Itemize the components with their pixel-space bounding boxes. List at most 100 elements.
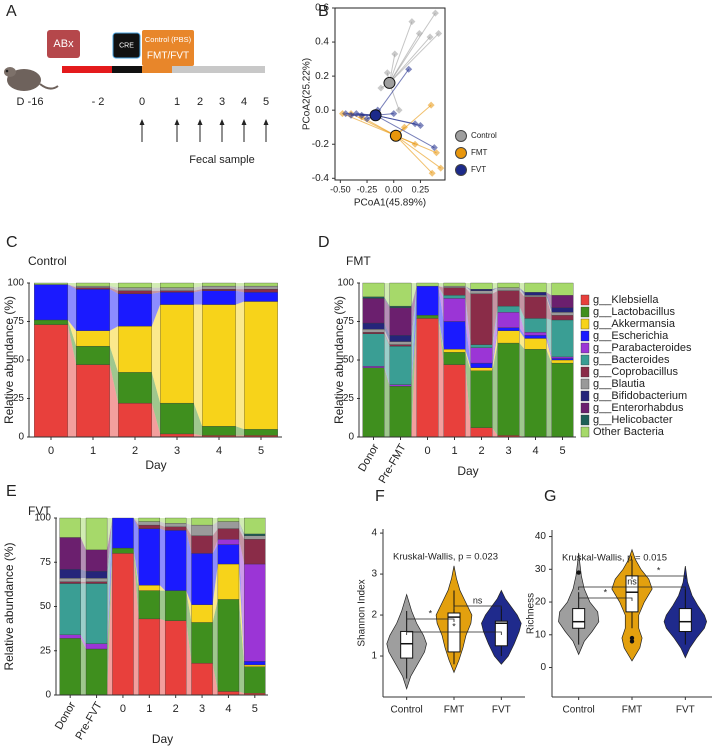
legend-label: Other Bacteria <box>593 426 665 438</box>
flow-band <box>212 599 218 692</box>
flow-band <box>465 295 471 348</box>
bar-segment <box>164 590 187 621</box>
y-tick-label: 10 <box>535 629 547 640</box>
x-axis-label: Day <box>152 732 173 746</box>
bar-segment <box>85 648 108 696</box>
y-tick-label: 30 <box>535 564 547 575</box>
bar-segment <box>164 620 187 696</box>
bar-segment <box>217 528 240 540</box>
bar-segment <box>191 517 213 526</box>
y-tick-label: 50 <box>40 601 52 612</box>
bar-segment <box>362 329 385 333</box>
flow-band <box>519 312 525 336</box>
flow-band <box>133 548 139 619</box>
flow-band <box>519 327 525 339</box>
bar-segment <box>59 569 81 579</box>
bar-segment <box>244 563 266 662</box>
bar-segment <box>76 289 110 331</box>
bar-segment <box>217 599 240 692</box>
bar-segment <box>59 638 81 696</box>
point <box>430 144 438 152</box>
bar-segment <box>244 539 266 565</box>
flow-band <box>80 578 87 582</box>
bar-segment <box>59 583 81 635</box>
bar-segment <box>470 427 493 438</box>
flow-band <box>80 518 87 550</box>
flow-band <box>107 518 113 649</box>
legend-swatch <box>580 306 590 318</box>
flow-band <box>67 283 77 287</box>
x-tick-label: 5 <box>252 703 258 715</box>
panel-letter: E <box>6 483 17 500</box>
flow-band <box>67 319 77 365</box>
point <box>427 101 435 109</box>
bar-segment <box>362 298 385 324</box>
bracket <box>578 597 633 601</box>
flow-band <box>411 286 417 387</box>
flow-band <box>67 284 77 331</box>
flow-band <box>238 599 245 694</box>
day-label: 3 <box>219 96 225 108</box>
flow-band <box>151 283 161 288</box>
bar-segment <box>34 284 68 321</box>
legend-swatch <box>580 318 590 330</box>
bar-segment <box>524 338 547 350</box>
bar-segment <box>160 287 194 291</box>
bar-segment <box>524 295 547 298</box>
bar-segment <box>244 666 266 694</box>
flow-band <box>151 290 161 294</box>
flow-band <box>151 372 161 434</box>
day-label: D -16 <box>17 96 44 108</box>
flow-band <box>546 349 552 437</box>
flow-band <box>133 518 139 522</box>
y-tick-label: 50 <box>343 355 355 366</box>
bar-segment <box>138 521 161 526</box>
bar-segment <box>389 386 412 438</box>
bar-segment <box>202 304 236 427</box>
flow-band <box>151 287 161 291</box>
x-tick-label: 4 <box>532 445 538 457</box>
cre-box <box>112 32 141 59</box>
y-tick-label: 25 <box>13 393 25 404</box>
bar-segment <box>160 290 194 293</box>
bar-segment <box>551 312 574 316</box>
bracket <box>406 618 455 622</box>
y-tick-label: -0.2 <box>312 139 330 150</box>
legend-label: g__Coprobacillus <box>593 366 678 378</box>
box <box>447 612 461 653</box>
flow-band <box>519 283 525 293</box>
bar-segment <box>470 370 493 428</box>
x-tick-label: FVT <box>676 705 695 716</box>
flow-band <box>492 306 498 348</box>
flow-band <box>546 296 552 320</box>
bar-segment <box>191 553 213 605</box>
bar-segment <box>470 289 493 291</box>
significance-label: * <box>657 565 661 575</box>
bar-segment <box>470 344 493 348</box>
bar-segment <box>160 292 194 305</box>
box <box>400 630 414 659</box>
x-tick-label: 0 <box>48 445 54 457</box>
bracket <box>631 575 686 579</box>
bar-segment <box>59 537 81 570</box>
flow-band <box>438 283 444 287</box>
centroid <box>383 76 396 89</box>
x-tick-label: 1 <box>146 703 152 715</box>
flow-band <box>109 286 119 291</box>
bar-segment <box>112 553 134 696</box>
flow-band <box>411 286 417 308</box>
bar-segment <box>497 282 520 288</box>
flow-band <box>212 544 218 605</box>
flow-band <box>235 290 245 305</box>
flow-band <box>186 526 192 554</box>
chart-title: FVT <box>28 504 51 518</box>
y-tick-label: 3 <box>371 569 377 580</box>
flow-band <box>109 283 119 288</box>
point <box>416 122 424 130</box>
bar-segment <box>551 307 574 313</box>
x-axis-label: Day <box>145 458 166 472</box>
flow-band <box>67 284 77 290</box>
legend-label: FMT <box>471 148 488 157</box>
bar-segment <box>551 319 574 358</box>
